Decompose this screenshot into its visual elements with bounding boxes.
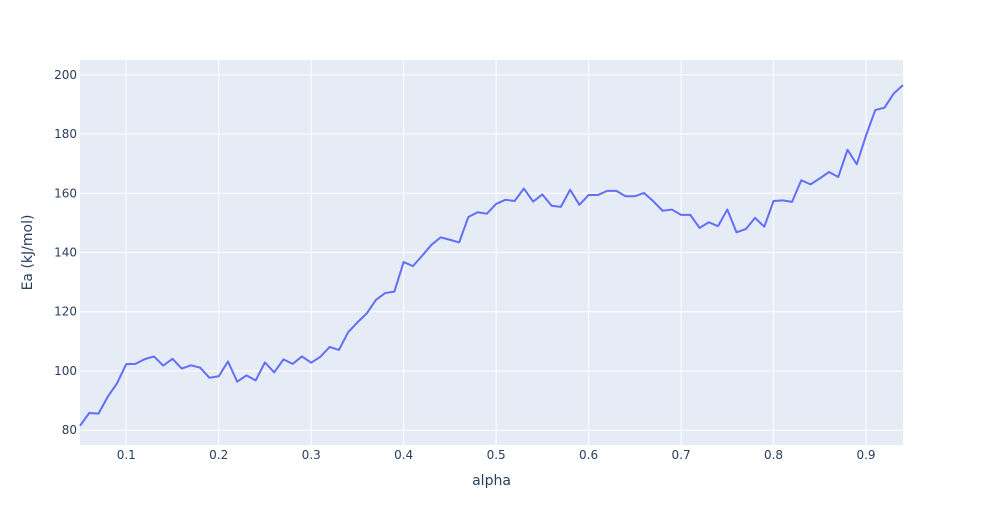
y-tick-label: 140 bbox=[54, 246, 77, 260]
x-axis-title: alpha bbox=[472, 473, 511, 489]
x-tick-label: 0.7 bbox=[672, 448, 691, 462]
x-axis-ticks: 0.1 0.2 0.3 0.4 0.5 0.6 0.7 0.8 0.9 bbox=[117, 448, 876, 462]
y-tick-label: 120 bbox=[54, 305, 77, 319]
y-tick-label: 180 bbox=[54, 127, 77, 141]
y-axis-title: Ea (kJ/mol) bbox=[20, 215, 36, 291]
x-tick-label: 0.1 bbox=[117, 448, 136, 462]
x-tick-label: 0.6 bbox=[579, 448, 598, 462]
data-line bbox=[79, 84, 904, 427]
x-tick-label: 0.8 bbox=[764, 448, 783, 462]
y-tick-label: 100 bbox=[54, 364, 77, 378]
y-tick-label: 160 bbox=[54, 186, 77, 200]
x-tick-label: 0.2 bbox=[209, 448, 228, 462]
x-tick-label: 0.5 bbox=[487, 448, 506, 462]
y-tick-label: 200 bbox=[54, 68, 77, 82]
x-tick-label: 0.9 bbox=[856, 448, 875, 462]
x-tick-label: 0.4 bbox=[394, 448, 413, 462]
y-axis-ticks: 80 100 120 140 160 180 200 bbox=[54, 68, 77, 437]
y-tick-label: 80 bbox=[62, 423, 77, 437]
x-tick-label: 0.3 bbox=[302, 448, 321, 462]
gridlines bbox=[80, 60, 903, 445]
